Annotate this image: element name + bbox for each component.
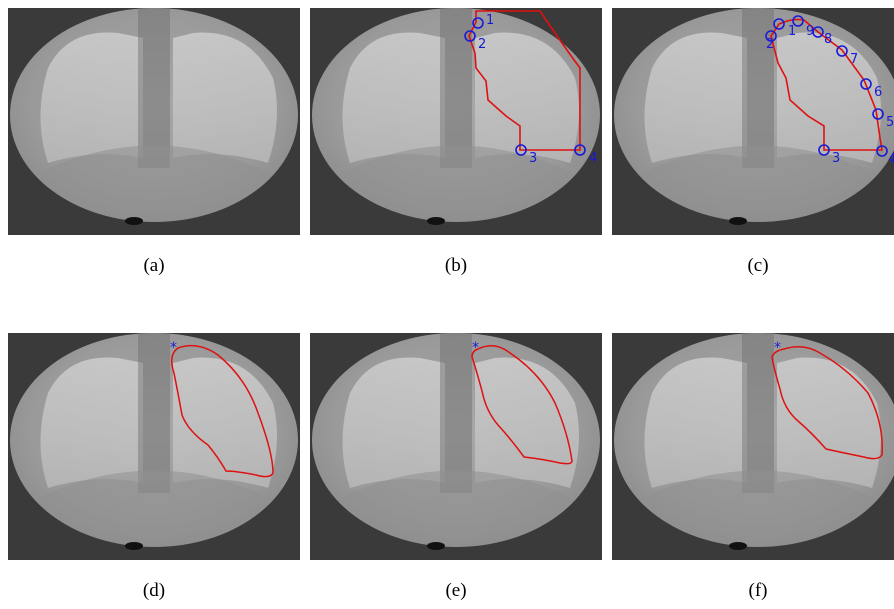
- caption-a: (a): [143, 255, 165, 276]
- caption-f: (f): [748, 580, 768, 601]
- xray-image-a: [8, 8, 300, 235]
- segmentation-contour-e: [471, 345, 573, 465]
- caption-c: (c): [747, 255, 769, 276]
- c-label-9: 9: [806, 24, 814, 39]
- caption-d: (d): [142, 580, 166, 601]
- xray-image-b: 1 2 3 4: [310, 8, 602, 235]
- start-point-star-icon: *: [170, 340, 177, 356]
- control-points-c: [765, 15, 888, 157]
- caption-b: (b): [444, 255, 468, 276]
- c-label-5: 5: [886, 115, 894, 130]
- panel-f-xray: *: [612, 333, 894, 560]
- control-points-b: [464, 17, 586, 156]
- c-label-4: 4: [888, 152, 894, 167]
- start-point-star-icon: *: [472, 340, 479, 356]
- control-point-1: [472, 17, 484, 29]
- control-point-4: [574, 144, 586, 156]
- segmentation-contour-f: [771, 346, 883, 460]
- xray-image-f: *: [612, 333, 894, 560]
- polygon-contour-b: [468, 10, 581, 151]
- panel-a-xray: [8, 8, 300, 235]
- control-point-3: [515, 144, 527, 156]
- xray-image-e: *: [310, 333, 602, 560]
- caption-e: (e): [445, 580, 467, 601]
- panel-d-xray: *: [8, 333, 300, 560]
- c-label-3: 3: [832, 151, 840, 166]
- xray-image-c: 1 2 3 4 5 6 7 8 9: [612, 8, 894, 235]
- point-label-1: 1: [486, 13, 494, 28]
- panel-e-xray: *: [310, 333, 602, 560]
- control-point-2: [464, 30, 476, 42]
- start-point-star-icon: *: [774, 340, 781, 356]
- point-label-2: 2: [478, 37, 486, 52]
- c-label-8: 8: [824, 32, 832, 47]
- c-label-1: 1: [788, 24, 796, 39]
- point-label-3: 3: [529, 151, 537, 166]
- panel-b-xray: 1 2 3 4: [310, 8, 602, 235]
- point-label-4: 4: [589, 151, 597, 166]
- segmentation-contour-d: [171, 344, 274, 478]
- panel-c-xray: 1 2 3 4 5 6 7 8 9: [612, 8, 894, 235]
- c-label-7: 7: [850, 52, 858, 67]
- refined-contour-c: [770, 18, 883, 151]
- c-label-6: 6: [874, 85, 882, 100]
- c-label-2: 2: [766, 37, 774, 52]
- xray-image-d: *: [8, 333, 300, 560]
